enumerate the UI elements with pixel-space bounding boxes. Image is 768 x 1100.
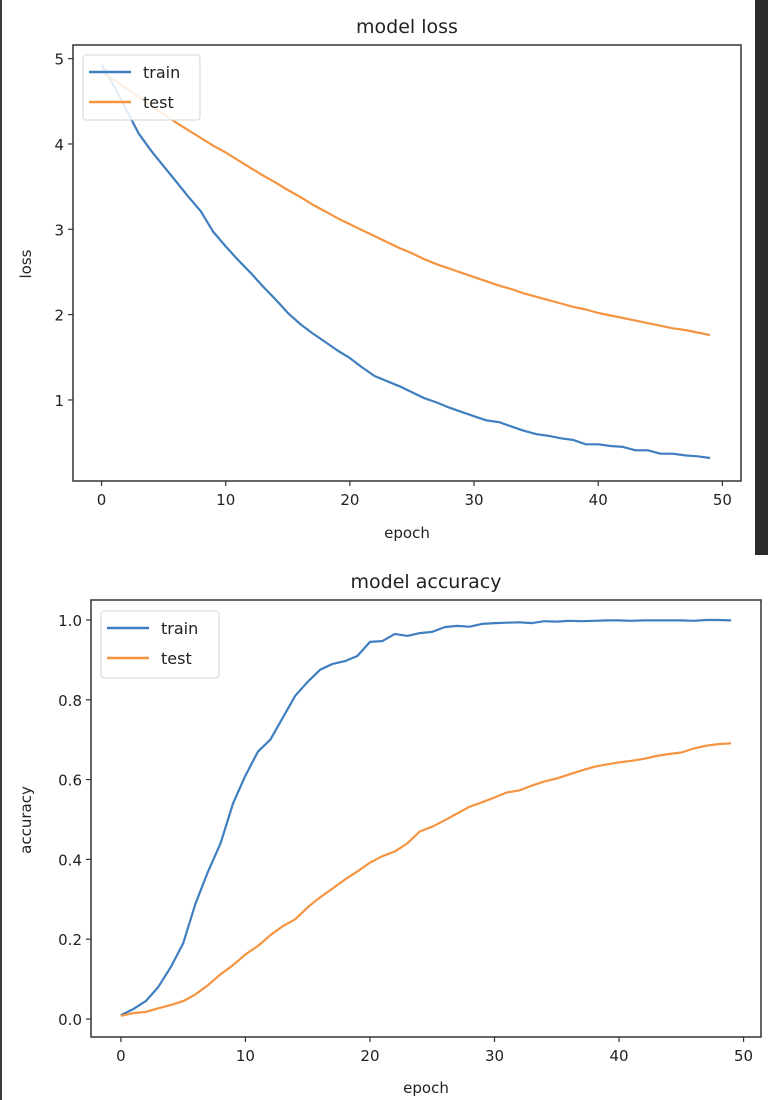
- window-left-border: [0, 0, 2, 1100]
- x-tick-label: 0: [97, 491, 107, 509]
- legend-label-test: test: [143, 93, 174, 112]
- plot-area-frame: [72, 44, 742, 482]
- x-tick-label: 0: [116, 1047, 126, 1065]
- y-axis-label: accuracy: [17, 786, 35, 854]
- y-tick-label: 2: [54, 307, 64, 325]
- x-tick-label: 30: [485, 1047, 504, 1065]
- y-tick-label: 3: [54, 221, 64, 239]
- y-axis-label: loss: [17, 249, 35, 278]
- loss-chart: model loss epoch loss 0 10 20 30 40 50 1 2 3 4 5 tr…: [17, 16, 742, 542]
- y-tick-label: 4: [54, 136, 64, 154]
- series-line-train: [120, 618, 732, 1017]
- x-tick-label: 40: [609, 1047, 628, 1065]
- y-tick-label: 1.0: [58, 612, 82, 630]
- legend-label-train: train: [143, 63, 180, 82]
- series-line-test: [120, 742, 732, 1017]
- chart-title: model accuracy: [351, 571, 502, 593]
- plot-area-frame: [90, 599, 762, 1038]
- y-tick-label: 0.4: [58, 851, 82, 869]
- series-line-test: [100, 70, 711, 337]
- x-tick-label: 20: [340, 491, 359, 509]
- x-axis-label: epoch: [403, 1079, 449, 1097]
- scrollbar[interactable]: [755, 0, 768, 555]
- y-tick-label: 0.0: [58, 1011, 82, 1029]
- y-tick-label: 0.2: [58, 931, 82, 949]
- legend-box: [82, 54, 201, 121]
- y-tick-label: 1: [54, 392, 64, 410]
- x-tick-label: 40: [589, 491, 608, 509]
- x-tick-label: 10: [216, 491, 235, 509]
- y-tick-label: 0.8: [58, 692, 82, 710]
- chart-title: model loss: [356, 16, 458, 38]
- x-tick-label: 10: [236, 1047, 255, 1065]
- series-line-train: [100, 64, 711, 460]
- accuracy-chart: model accuracy epoch accuracy 0 10 20 30 40 5…: [17, 571, 762, 1097]
- x-tick-label: 50: [734, 1047, 753, 1065]
- x-tick-label: 20: [360, 1047, 379, 1065]
- x-tick-label: 50: [713, 491, 732, 509]
- legend-label-test: test: [161, 649, 192, 668]
- y-tick-label: 5: [54, 51, 64, 69]
- legend-box: [100, 610, 220, 679]
- x-tick-label: 30: [465, 491, 484, 509]
- legend-label-train: train: [161, 619, 198, 638]
- y-tick-label: 0.6: [58, 772, 82, 790]
- x-axis-label: epoch: [384, 524, 430, 542]
